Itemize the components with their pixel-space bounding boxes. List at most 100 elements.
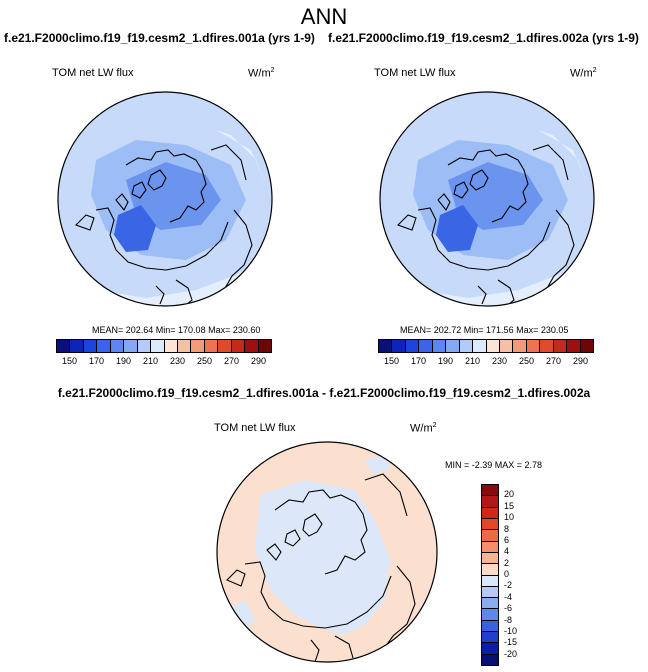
panel3-field xyxy=(217,442,437,662)
colorbar-swatch xyxy=(567,340,581,352)
panel1-colorbar-ticks: 150 170 190 210 230 250 270 290 xyxy=(56,356,272,368)
colorbar-tick-label: 150 xyxy=(383,356,400,366)
colorbar-swatch xyxy=(218,340,232,352)
colorbar-tick-label: 250 xyxy=(196,356,213,366)
colorbar-tick-label: -15 xyxy=(504,637,518,648)
colorbar-swatch xyxy=(482,620,498,633)
colorbar-tick-label: 290 xyxy=(250,356,267,366)
colorbar-tick-label: -4 xyxy=(504,591,513,602)
colorbar-swatch xyxy=(482,530,498,542)
colorbar-swatch xyxy=(486,340,500,352)
case1-header: f.e21.F2000climo.f19_f19.cesm2_1.dfires.… xyxy=(4,31,315,45)
colorbar-swatch xyxy=(124,340,138,352)
colorbar-tick-label: -6 xyxy=(504,603,513,614)
colorbar-swatch xyxy=(97,340,111,352)
panel1-variable: TOM net LW flux xyxy=(52,67,134,79)
colorbar-tick-label: 290 xyxy=(572,356,589,366)
panel1-polar-map xyxy=(57,91,273,307)
panel3-colorbar xyxy=(481,484,499,666)
colorbar-swatch xyxy=(540,340,554,352)
panel2-stats: MEAN= 202.72 Min= 171.56 Max= 230.05 xyxy=(400,325,569,335)
colorbar-swatch xyxy=(432,340,447,352)
panel2-field xyxy=(380,92,594,306)
panel1-colorbar xyxy=(56,339,272,353)
colorbar-tick-label: 15 xyxy=(504,500,515,511)
colorbar-tick-label: 150 xyxy=(61,356,78,366)
panel2-colorbar-ticks: 150 170 190 210 230 250 270 290 xyxy=(378,356,594,368)
case2-header: f.e21.F2000climo.f19_f19.cesm2_1.dfires.… xyxy=(328,31,639,45)
colorbar-swatch xyxy=(57,340,71,352)
colorbar-swatch xyxy=(379,340,393,352)
colorbar-swatch xyxy=(459,340,474,352)
colorbar-swatch xyxy=(392,340,406,352)
colorbar-swatch xyxy=(553,340,568,352)
colorbar-swatch xyxy=(482,609,498,621)
panel2-variable: TOM net LW flux xyxy=(374,67,456,79)
panel1-field xyxy=(58,92,272,306)
colorbar-swatch xyxy=(405,340,420,352)
panel3-stats: MIN = -2.39 MAX = 2.78 xyxy=(445,460,543,470)
colorbar-tick-label: 6 xyxy=(504,534,510,545)
colorbar-swatch xyxy=(580,340,593,352)
figure-title: ANN xyxy=(300,4,348,29)
colorbar-tick-label: -2 xyxy=(504,580,513,591)
colorbar-swatch xyxy=(482,485,498,497)
colorbar-swatch xyxy=(513,340,527,352)
colorbar-swatch xyxy=(258,340,271,352)
panel3-units: W/m2 xyxy=(410,422,437,435)
panel1-units: W/m2 xyxy=(248,67,275,80)
colorbar-tick-label: 10 xyxy=(504,512,515,523)
colorbar-tick-label: 250 xyxy=(518,356,535,366)
colorbar-swatch xyxy=(419,340,433,352)
panel1-stats: MEAN= 202.64 Min= 170.08 Max= 230.60 xyxy=(92,325,261,335)
colorbar-swatch xyxy=(482,586,498,599)
colorbar-swatch xyxy=(70,340,84,352)
colorbar-tick-label: 2 xyxy=(504,557,510,568)
colorbar-tick-label: 4 xyxy=(504,546,510,557)
panel3-variable: TOM net LW flux xyxy=(214,422,296,434)
difference-header: f.e21.F2000climo.f19_f19.cesm2_1.dfires.… xyxy=(57,386,591,400)
colorbar-swatch xyxy=(482,541,498,553)
colorbar-swatch xyxy=(482,552,498,565)
colorbar-swatch xyxy=(482,518,498,531)
colorbar-swatch xyxy=(482,507,498,519)
colorbar-tick-label: 270 xyxy=(223,356,240,366)
panel1-map-border xyxy=(57,91,273,307)
colorbar-tick-label: -10 xyxy=(504,625,518,636)
colorbar-tick-label: 20 xyxy=(504,489,515,500)
colorbar-swatch xyxy=(204,340,219,352)
colorbar-tick-label: 230 xyxy=(491,356,508,366)
panel2-colorbar xyxy=(378,339,594,353)
colorbar-swatch xyxy=(83,340,98,352)
colorbar-tick-label: -8 xyxy=(504,614,513,625)
colorbar-swatch xyxy=(446,340,460,352)
colorbar-swatch xyxy=(191,340,205,352)
colorbar-tick-label: 230 xyxy=(169,356,186,366)
colorbar-tick-label: 170 xyxy=(88,356,105,366)
colorbar-swatch xyxy=(137,340,152,352)
colorbar-swatch xyxy=(164,340,178,352)
colorbar-swatch xyxy=(482,575,498,587)
colorbar-tick-label: 190 xyxy=(115,356,132,366)
colorbar-tick-label: 170 xyxy=(410,356,427,366)
colorbar-swatch xyxy=(526,340,541,352)
colorbar-swatch xyxy=(177,340,192,352)
colorbar-swatch xyxy=(482,496,498,508)
colorbar-tick-label: 0 xyxy=(504,569,510,579)
colorbar-swatch xyxy=(482,654,498,665)
colorbar-swatch xyxy=(482,564,498,576)
colorbar-tick-label: 190 xyxy=(437,356,454,366)
colorbar-tick-label: 8 xyxy=(504,523,510,534)
colorbar-tick-label: 270 xyxy=(545,356,562,366)
colorbar-swatch xyxy=(473,340,487,352)
colorbar-tick-label: 210 xyxy=(142,356,159,366)
colorbar-tick-label: 210 xyxy=(464,356,481,366)
colorbar-swatch xyxy=(110,340,125,352)
colorbar-swatch xyxy=(231,340,246,352)
colorbar-swatch xyxy=(499,340,514,352)
colorbar-swatch xyxy=(245,340,259,352)
panel3-map-border xyxy=(216,441,438,663)
panel3-colorbar-ticks: 20 15 10 8 6 4 2 0 -2 -4 -6 -8 -10 -15 -20 xyxy=(504,484,544,666)
panel2-polar-map xyxy=(379,91,595,307)
colorbar-swatch xyxy=(482,632,498,644)
